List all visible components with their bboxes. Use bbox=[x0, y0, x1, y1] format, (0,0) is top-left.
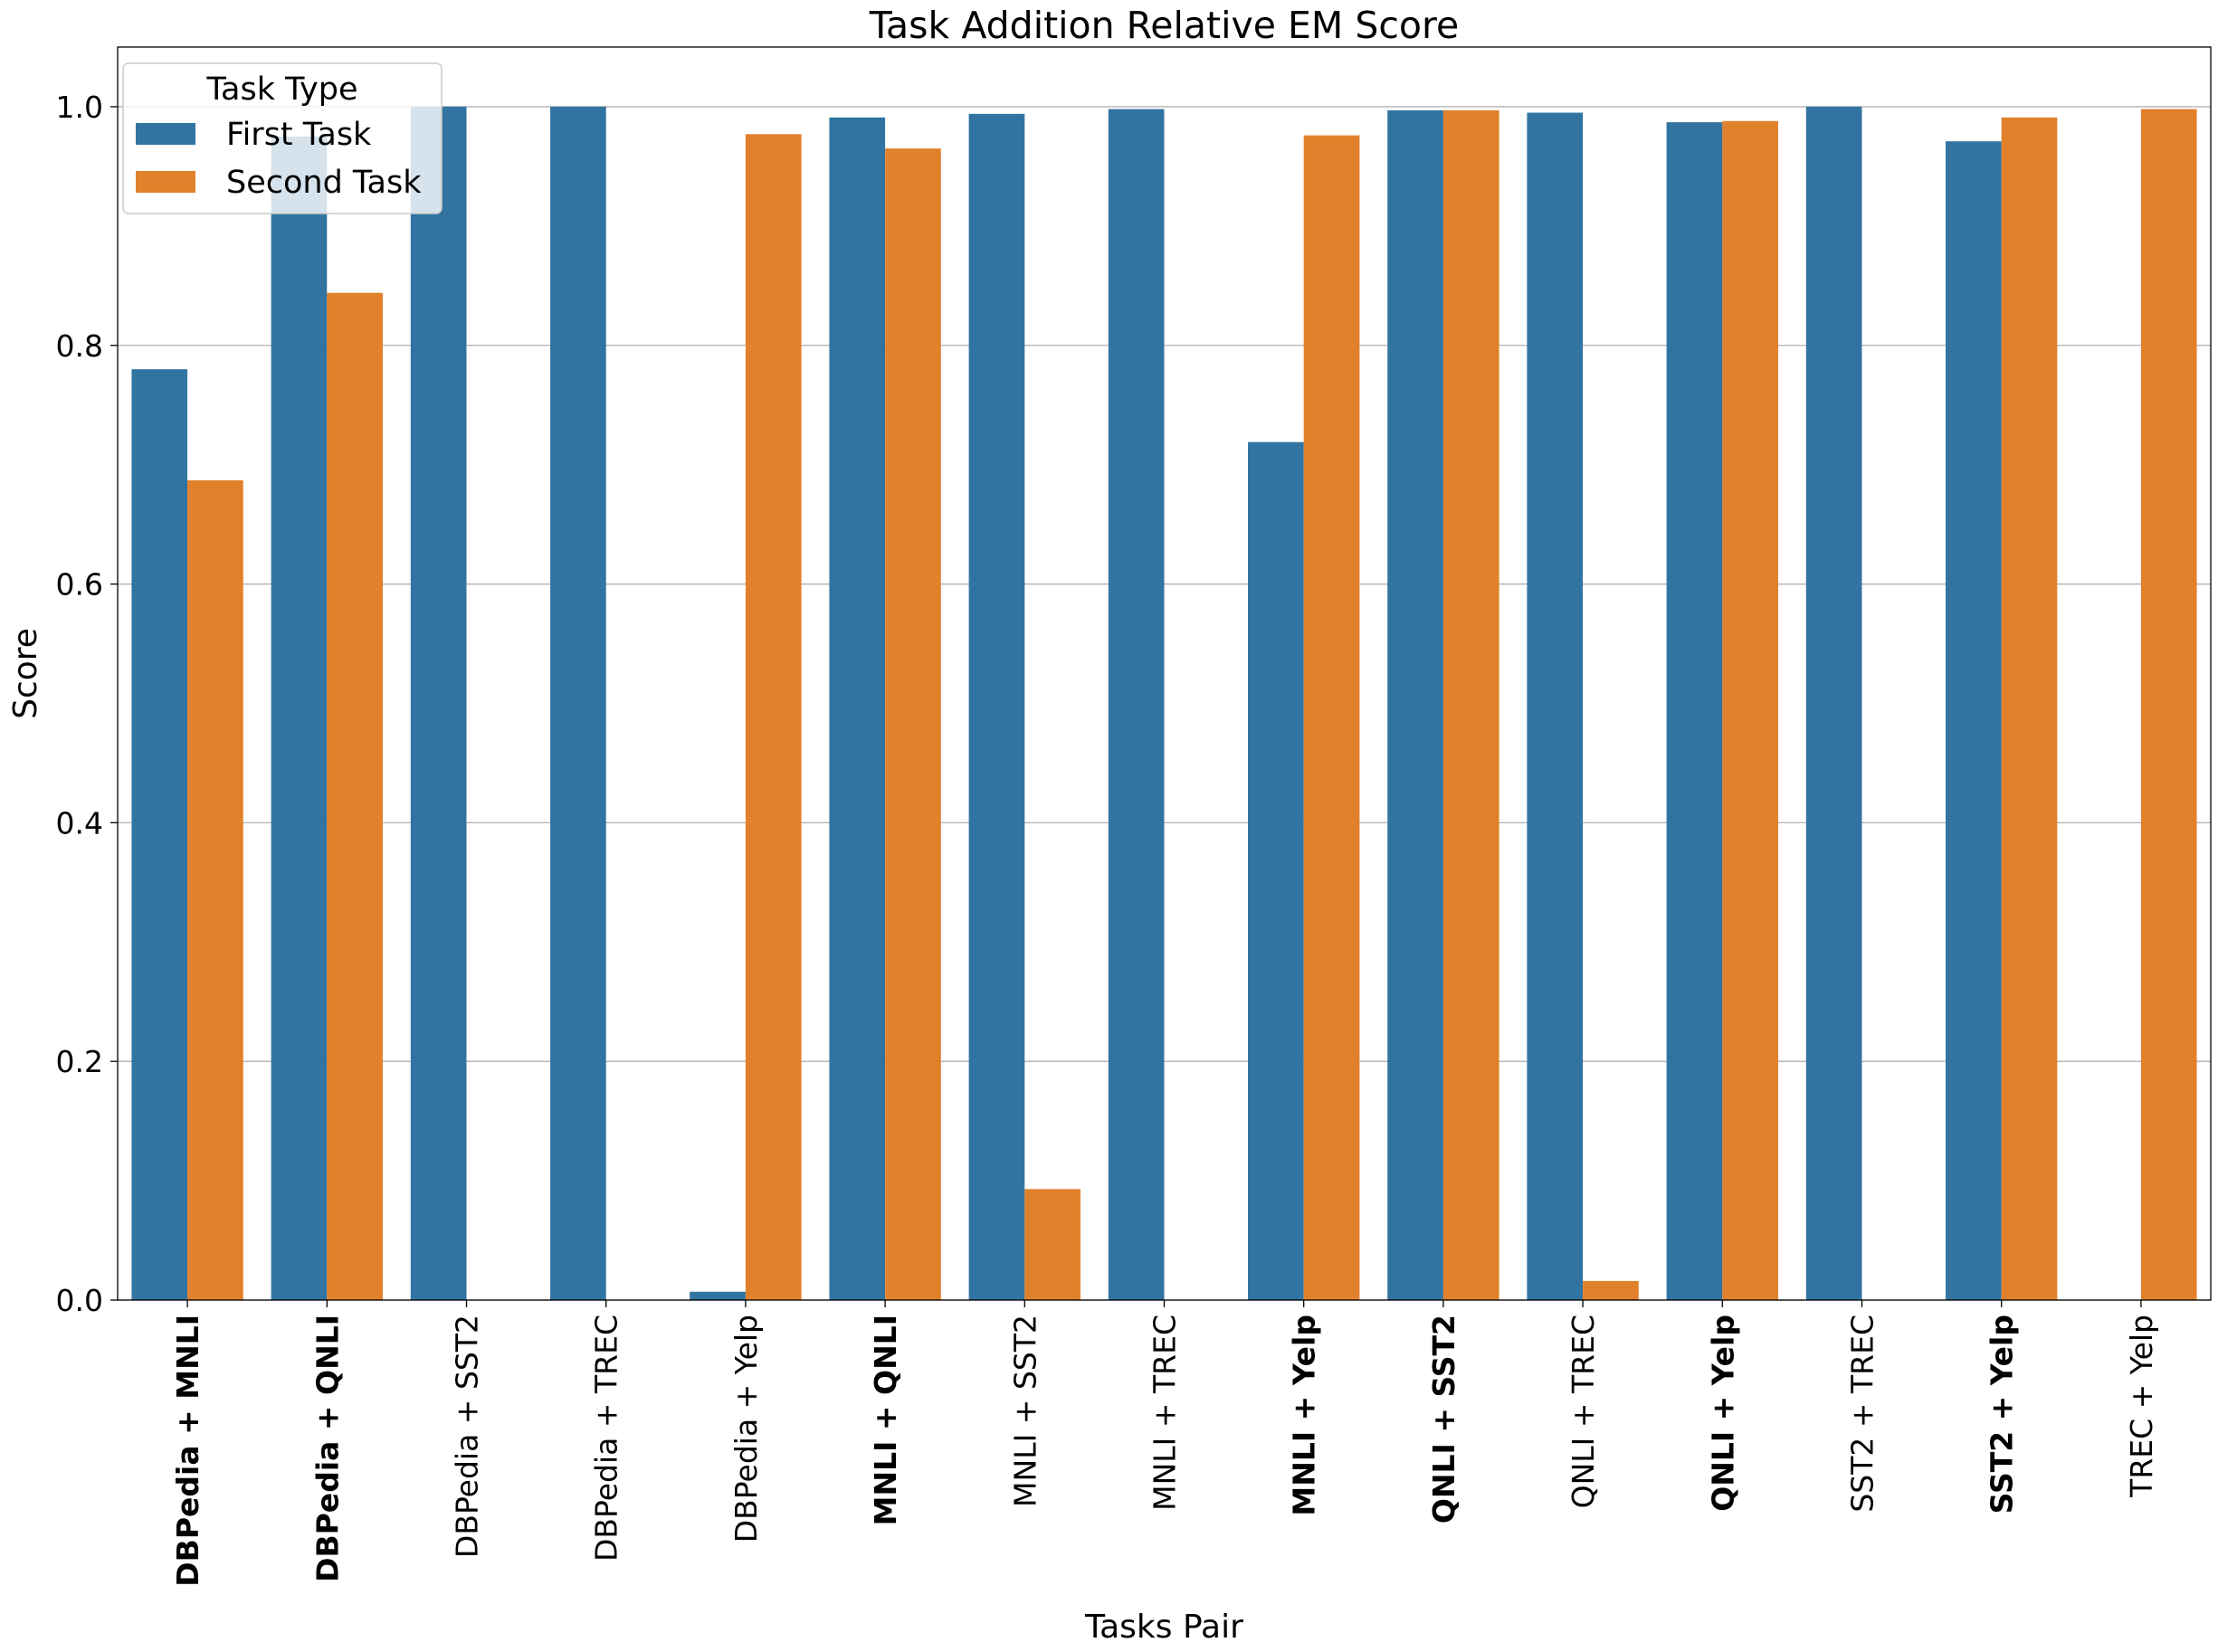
bar-first-task bbox=[968, 113, 1025, 1300]
bar-first-task bbox=[410, 106, 467, 1300]
x-tick-label: SST2 + TREC bbox=[1845, 1315, 1880, 1513]
y-tick-label: 0.0 bbox=[56, 1283, 103, 1318]
y-tick-label: 0.4 bbox=[56, 805, 103, 840]
x-tick-label: QNLI + TREC bbox=[1566, 1315, 1601, 1508]
y-tick-label: 0.2 bbox=[56, 1044, 103, 1079]
bar-second-task bbox=[2001, 117, 2058, 1300]
bar-second-task bbox=[187, 479, 243, 1300]
bar-first-task bbox=[1108, 109, 1165, 1301]
x-tick-label: DBPedia + Yelp bbox=[728, 1315, 764, 1543]
x-tick-label: QNLI + SST2 bbox=[1426, 1315, 1461, 1524]
x-tick-label: DBPedia + SST2 bbox=[450, 1315, 485, 1558]
legend-box bbox=[122, 62, 443, 214]
y-tick-label: 0.6 bbox=[56, 567, 103, 603]
x-tick-label: SST2 + Yelp bbox=[1985, 1315, 2020, 1514]
bar-first-task bbox=[271, 136, 328, 1300]
bar-second-task bbox=[885, 148, 941, 1301]
bar-first-task bbox=[1805, 106, 1862, 1300]
legend-swatch-first-task bbox=[136, 123, 195, 145]
legend-swatch-second-task bbox=[136, 171, 195, 193]
legend-label-second-task: Second Task bbox=[226, 165, 422, 201]
legend: Task Type First Task Second Task bbox=[122, 62, 443, 214]
x-axis-label: Tasks Pair bbox=[1084, 1609, 1243, 1646]
bar-first-task bbox=[690, 1291, 746, 1300]
y-axis-label: Score bbox=[7, 628, 44, 719]
x-tick-label: MNLI + TREC bbox=[1147, 1315, 1183, 1511]
bar-second-task bbox=[1583, 1280, 1639, 1300]
legend-label-first-task: First Task bbox=[226, 117, 372, 153]
bar-first-task bbox=[1946, 141, 2002, 1301]
x-tick-label: TREC + Yelp bbox=[2124, 1315, 2159, 1498]
bar-second-task bbox=[1722, 120, 1778, 1300]
bar-first-task bbox=[1387, 109, 1443, 1300]
x-tick-label: DBPedia + TREC bbox=[589, 1315, 624, 1562]
bar-first-task bbox=[131, 369, 188, 1301]
bar-second-task bbox=[327, 292, 383, 1300]
x-tick-label: QNLI + Yelp bbox=[1705, 1315, 1740, 1512]
bar-first-task bbox=[1527, 112, 1584, 1301]
legend-title: Task Type bbox=[205, 71, 357, 108]
y-axis-ticks: 0.0 0.2 0.4 0.6 0.8 1.0 bbox=[56, 90, 118, 1318]
bar-second-task bbox=[1303, 135, 1360, 1301]
bar-second-task bbox=[745, 134, 802, 1300]
x-tick-label: MNLI + QNLI bbox=[868, 1315, 903, 1525]
bar-first-task bbox=[550, 106, 606, 1300]
bar-first-task bbox=[1666, 122, 1723, 1301]
chart-title: Task Addition Relative EM Score bbox=[869, 4, 1459, 47]
y-tick-label: 1.0 bbox=[56, 90, 103, 125]
x-tick-label: MNLI + Yelp bbox=[1287, 1315, 1322, 1516]
x-tick-label: MNLI + SST2 bbox=[1007, 1315, 1042, 1507]
x-tick-label: DBPedia + MNLI bbox=[170, 1315, 205, 1587]
bar-first-task bbox=[829, 117, 886, 1300]
bar-first-task bbox=[1248, 441, 1304, 1301]
bar-second-task bbox=[2140, 109, 2197, 1301]
bar-second-task bbox=[1442, 109, 1499, 1300]
x-axis-ticks: DBPedia + MNLI DBPedia + QNLI DBPedia + SS… bbox=[170, 1300, 2159, 1587]
bars bbox=[131, 106, 2197, 1301]
bar-second-task bbox=[1024, 1189, 1080, 1300]
y-tick-label: 0.8 bbox=[56, 328, 103, 364]
x-tick-label: DBPedia + QNLI bbox=[309, 1315, 345, 1582]
